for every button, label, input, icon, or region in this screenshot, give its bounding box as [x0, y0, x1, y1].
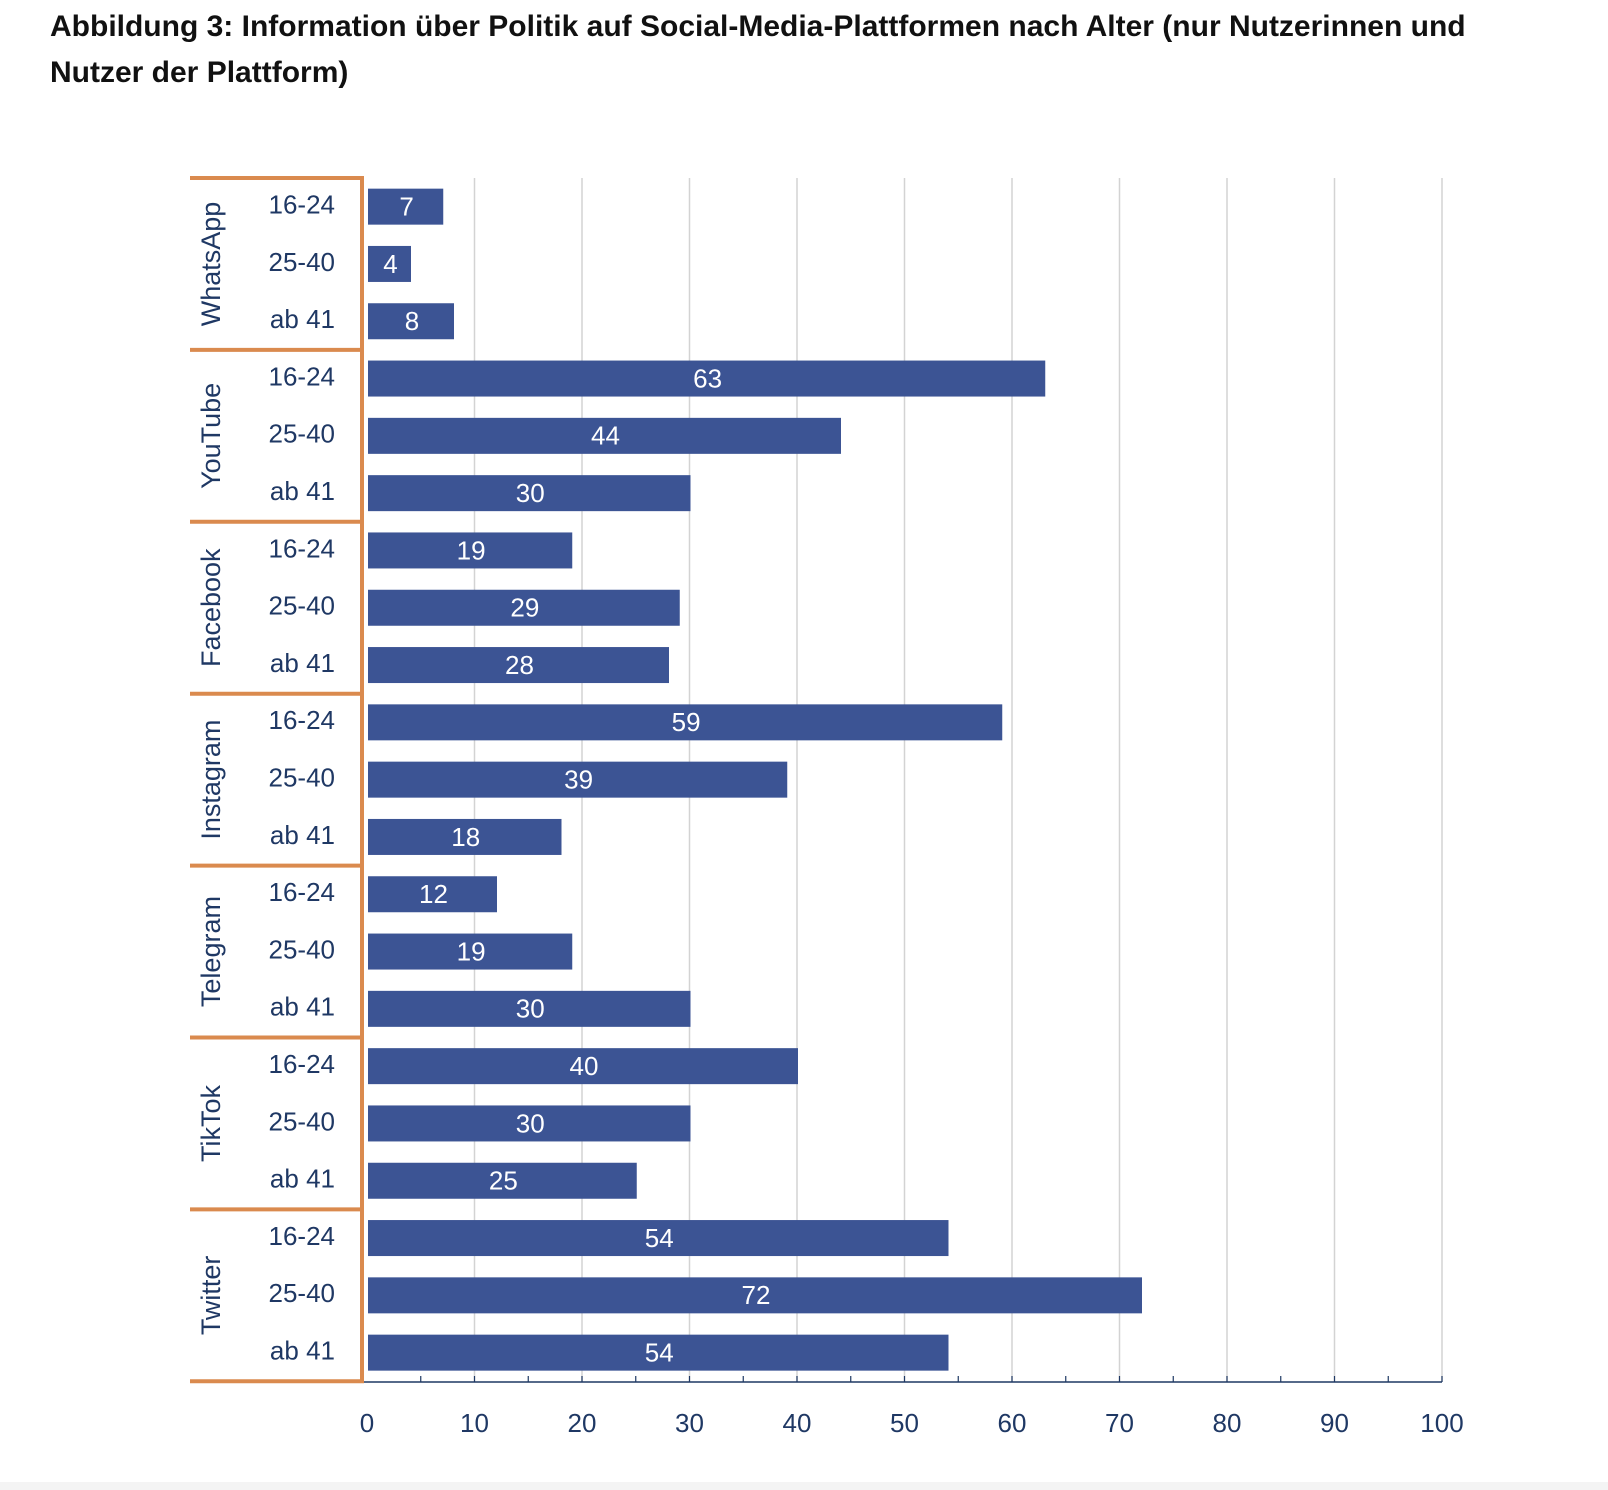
bar-value-label: 19	[457, 936, 486, 966]
bar	[368, 1334, 949, 1371]
bar-value-label: 28	[505, 650, 534, 680]
bar-value-label: 72	[742, 1280, 771, 1310]
x-tick-label: 70	[1105, 1408, 1134, 1438]
category-label: 25-40	[269, 591, 336, 621]
category-label: 25-40	[269, 247, 336, 277]
bar	[368, 704, 1003, 741]
bar	[368, 933, 573, 970]
bar	[368, 417, 841, 454]
x-tick-label: 50	[890, 1408, 919, 1438]
category-label: 25-40	[269, 934, 336, 964]
category-label: 16-24	[269, 190, 336, 220]
category-label: ab 41	[270, 476, 335, 506]
bar-value-label: 40	[570, 1051, 599, 1081]
bar	[368, 475, 691, 512]
category-label: ab 41	[270, 304, 335, 334]
x-tick-label: 20	[568, 1408, 597, 1438]
x-tick-label: 40	[783, 1408, 812, 1438]
bar	[368, 818, 562, 855]
bar	[368, 188, 444, 225]
bar-value-label: 59	[672, 707, 701, 737]
bar	[368, 303, 454, 340]
x-tick-label: 60	[998, 1408, 1027, 1438]
bar	[368, 990, 691, 1027]
category-label: ab 41	[270, 1164, 335, 1194]
group-label: TikTok	[196, 1084, 226, 1162]
bar-value-label: 29	[510, 593, 539, 623]
bar-value-label: 18	[451, 822, 480, 852]
x-tick-label: 90	[1320, 1408, 1349, 1438]
bar-value-label: 30	[516, 478, 545, 508]
category-label: 16-24	[269, 877, 336, 907]
bar	[368, 1105, 691, 1142]
bar-value-label: 25	[489, 1166, 518, 1196]
category-label: ab 41	[270, 820, 335, 850]
group-label: WhatsApp	[196, 202, 226, 327]
bar	[368, 360, 1046, 397]
bar	[368, 761, 788, 798]
bar	[368, 532, 573, 569]
bar-value-label: 12	[419, 879, 448, 909]
category-label: ab 41	[270, 1336, 335, 1366]
x-tick-label: 0	[360, 1408, 374, 1438]
category-label: ab 41	[270, 648, 335, 678]
category-label: 25-40	[269, 1106, 336, 1136]
category-label: 16-24	[269, 533, 336, 563]
x-tick-label: 30	[675, 1408, 704, 1438]
category-label: 16-24	[269, 1049, 336, 1079]
category-label: 16-24	[269, 705, 336, 735]
group-label: Instagram	[196, 720, 226, 840]
category-label: 25-40	[269, 1278, 336, 1308]
bar-value-label: 8	[405, 306, 419, 336]
bar-value-label: 19	[457, 535, 486, 565]
bar-value-label: 39	[564, 765, 593, 795]
category-label: 16-24	[269, 361, 336, 391]
category-label: 25-40	[269, 763, 336, 793]
bottom-strip	[0, 1482, 1608, 1490]
bar	[368, 245, 411, 282]
x-tick-label: 80	[1213, 1408, 1242, 1438]
bar-value-label: 4	[383, 249, 397, 279]
bar-value-label: 44	[591, 421, 620, 451]
category-label: 25-40	[269, 419, 336, 449]
bar-value-label: 63	[693, 363, 722, 393]
group-label: YouTube	[196, 383, 226, 489]
x-tick-label: 100	[1420, 1408, 1463, 1438]
bar-value-label: 54	[645, 1338, 674, 1368]
bar-value-label: 30	[516, 1108, 545, 1138]
group-label: Telegram	[196, 896, 226, 1007]
category-label: ab 41	[270, 992, 335, 1022]
bar	[368, 589, 680, 626]
x-tick-label: 10	[460, 1408, 489, 1438]
bar-value-label: 54	[645, 1223, 674, 1253]
bar	[368, 1048, 798, 1085]
bar-value-label: 30	[516, 994, 545, 1024]
bar-value-label: 7	[399, 192, 413, 222]
bar	[368, 1220, 949, 1257]
chart-title: Abbildung 3: Information über Politik au…	[50, 10, 1466, 89]
bar	[368, 647, 669, 684]
group-label: Twitter	[196, 1256, 226, 1336]
bar	[368, 1277, 1142, 1314]
group-label: Facebook	[196, 548, 226, 667]
bar	[368, 1162, 637, 1199]
category-label: 16-24	[269, 1221, 336, 1251]
bar	[368, 876, 497, 913]
